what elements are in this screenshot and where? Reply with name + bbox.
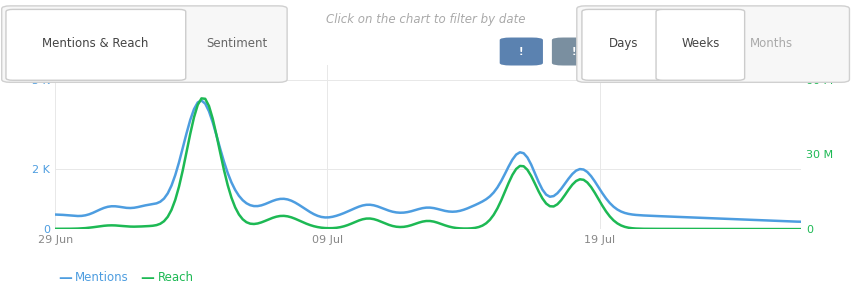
Text: Click on the chart to filter by date: Click on the chart to filter by date [326, 13, 526, 26]
Text: Sentiment: Sentiment [206, 37, 268, 50]
Text: Mentions: Mentions [75, 271, 129, 284]
Text: —: — [58, 271, 72, 285]
Text: !: ! [571, 46, 576, 56]
Text: !: ! [191, 46, 196, 56]
Text: —: — [141, 271, 154, 285]
Text: Days: Days [609, 37, 638, 50]
Text: Months: Months [750, 37, 792, 50]
FancyBboxPatch shape [499, 38, 543, 66]
Text: !: ! [519, 46, 524, 56]
Text: Reach: Reach [158, 271, 193, 284]
FancyBboxPatch shape [552, 38, 595, 66]
Text: Mentions & Reach: Mentions & Reach [43, 37, 148, 50]
Text: Weeks: Weeks [681, 37, 720, 50]
FancyBboxPatch shape [171, 38, 215, 66]
